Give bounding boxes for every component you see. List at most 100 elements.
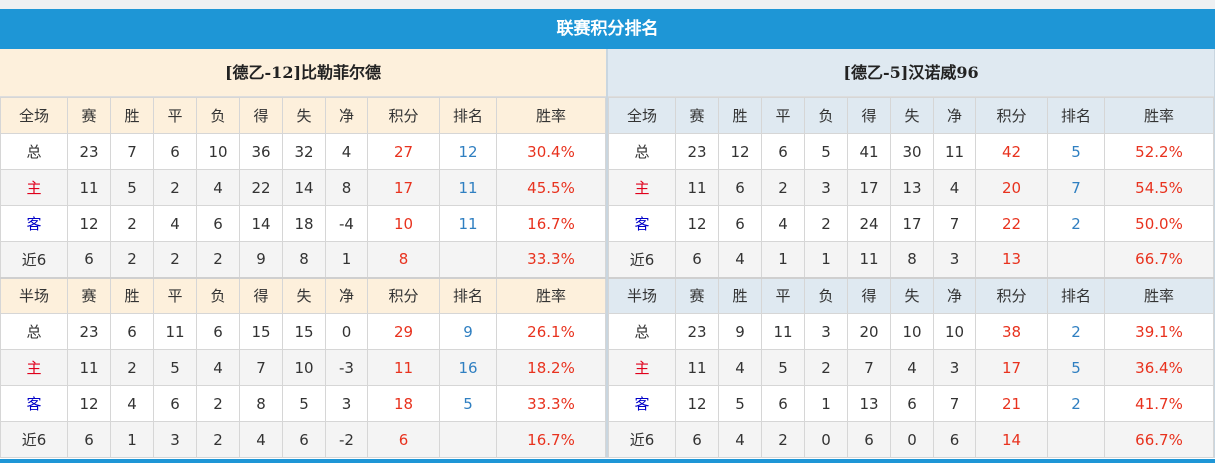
- cell: 5: [153, 349, 197, 386]
- cell: 6: [67, 421, 111, 458]
- cell: 5: [761, 349, 805, 386]
- cell: 8: [325, 169, 368, 206]
- half-row-home: 主 11 4 5 2 7 4 3 17 5 36.4%: [608, 349, 1214, 386]
- cell: 6: [110, 313, 154, 350]
- column-header: 失: [282, 97, 326, 134]
- cell: 8: [282, 241, 326, 278]
- column-header: 赛: [675, 276, 719, 314]
- cell: -4: [325, 205, 368, 242]
- cell: 2: [153, 241, 197, 278]
- cell: 11: [367, 349, 440, 386]
- column-header: 胜率: [496, 97, 606, 134]
- cell: 总: [0, 313, 68, 350]
- cell: 6: [282, 421, 326, 458]
- cell: 6: [718, 205, 762, 242]
- cell: 1: [110, 421, 154, 458]
- cell: 23: [67, 313, 111, 350]
- cell: 6: [761, 133, 805, 170]
- cell: 5: [110, 169, 154, 206]
- half-row-last6: 近6 6 4 2 0 6 0 6 14 66.7%: [608, 421, 1214, 458]
- half-row-away: 客 12 4 6 2 8 5 3 18 5 33.3%: [0, 385, 606, 422]
- full-row-away: 客 12 6 4 2 24 17 7 22 2 50.0%: [608, 205, 1214, 242]
- cell: 23: [67, 133, 111, 170]
- cell: 2: [804, 349, 848, 386]
- column-header: 排名: [1047, 276, 1105, 314]
- cell: 8: [367, 241, 440, 278]
- full-row-last6: 近6 6 2 2 2 9 8 1 8 33.3%: [0, 241, 606, 278]
- column-header: 胜: [718, 276, 762, 314]
- cell: 20: [847, 313, 891, 350]
- column-header: 排名: [439, 97, 497, 134]
- cell: 2: [196, 241, 240, 278]
- column-header: 胜: [110, 276, 154, 314]
- column-header: 胜率: [1104, 97, 1214, 134]
- cell: 11: [761, 313, 805, 350]
- cell: 主: [608, 349, 676, 386]
- column-header: 得: [239, 97, 283, 134]
- cell: 17: [367, 169, 440, 206]
- cell: 11: [933, 133, 976, 170]
- cell: 39.1%: [1104, 313, 1214, 350]
- cell: 10: [196, 133, 240, 170]
- cell: 6: [367, 421, 440, 458]
- cell: 18.2%: [496, 349, 606, 386]
- cell: 5: [439, 385, 497, 422]
- cell: 2: [1047, 313, 1105, 350]
- cell: 2: [1047, 385, 1105, 422]
- cell: 3: [933, 349, 976, 386]
- cell: 32: [282, 133, 326, 170]
- cell: 7: [110, 133, 154, 170]
- standings-table: 全场赛胜平负得失净积分 排名 胜率总 23 12 6 5 41 30 11 42 5 52.2% 主 11 6…: [608, 97, 1214, 458]
- cell: 30: [890, 133, 934, 170]
- full-row-home: 主 11 5 2 4 22 14 8 17 11 45.5%: [0, 169, 606, 206]
- column-header: 得: [847, 276, 891, 314]
- column-header: 负: [196, 97, 240, 134]
- cell: 1: [761, 241, 805, 278]
- cell: 2: [110, 205, 154, 242]
- cell: 7: [847, 349, 891, 386]
- cell: 66.7%: [1104, 241, 1214, 278]
- cell: 4: [325, 133, 368, 170]
- half-row-total: 总 23 6 11 6 15 15 0 29 9 26.1%: [0, 313, 606, 350]
- column-header: 得: [239, 276, 283, 314]
- column-header: 胜率: [1104, 276, 1214, 314]
- cell: 3: [804, 313, 848, 350]
- cell: 50.0%: [1104, 205, 1214, 242]
- cell: 6: [196, 313, 240, 350]
- full-row-last6: 近6 6 4 1 1 11 8 3 13 66.7%: [608, 241, 1214, 278]
- full-header-row: 全场赛胜平负得失净积分 排名 胜率: [608, 97, 1214, 134]
- cell: 33.3%: [496, 385, 606, 422]
- cell: 23: [675, 133, 719, 170]
- column-header: 平: [153, 276, 197, 314]
- cell: 22: [239, 169, 283, 206]
- column-header: 胜: [718, 97, 762, 134]
- cell: 4: [196, 349, 240, 386]
- widget-title: 联赛积分排名: [0, 9, 1215, 49]
- cell: 38: [975, 313, 1048, 350]
- cell: -3: [325, 349, 368, 386]
- cell: 66.7%: [1104, 421, 1214, 458]
- cell: 8: [890, 241, 934, 278]
- cell: 54.5%: [1104, 169, 1214, 206]
- cell: 近6: [608, 421, 676, 458]
- cell: [439, 241, 497, 278]
- cell: 13: [847, 385, 891, 422]
- cell: 4: [153, 205, 197, 242]
- cell: 5: [718, 385, 762, 422]
- column-header: 净: [325, 276, 368, 314]
- column-header: 平: [761, 97, 805, 134]
- cell: 29: [367, 313, 440, 350]
- cell: 0: [804, 421, 848, 458]
- cell: 0: [890, 421, 934, 458]
- column-header: 负: [804, 276, 848, 314]
- cell: 2: [153, 169, 197, 206]
- cell: 17: [847, 169, 891, 206]
- cell: 23: [675, 313, 719, 350]
- full-row-total: 总 23 12 6 5 41 30 11 42 5 52.2%: [608, 133, 1214, 170]
- cell: 主: [608, 169, 676, 206]
- cell: 52.2%: [1104, 133, 1214, 170]
- cell: 14: [282, 169, 326, 206]
- cell: 1: [325, 241, 368, 278]
- cell: 10: [282, 349, 326, 386]
- cell: 6: [675, 421, 719, 458]
